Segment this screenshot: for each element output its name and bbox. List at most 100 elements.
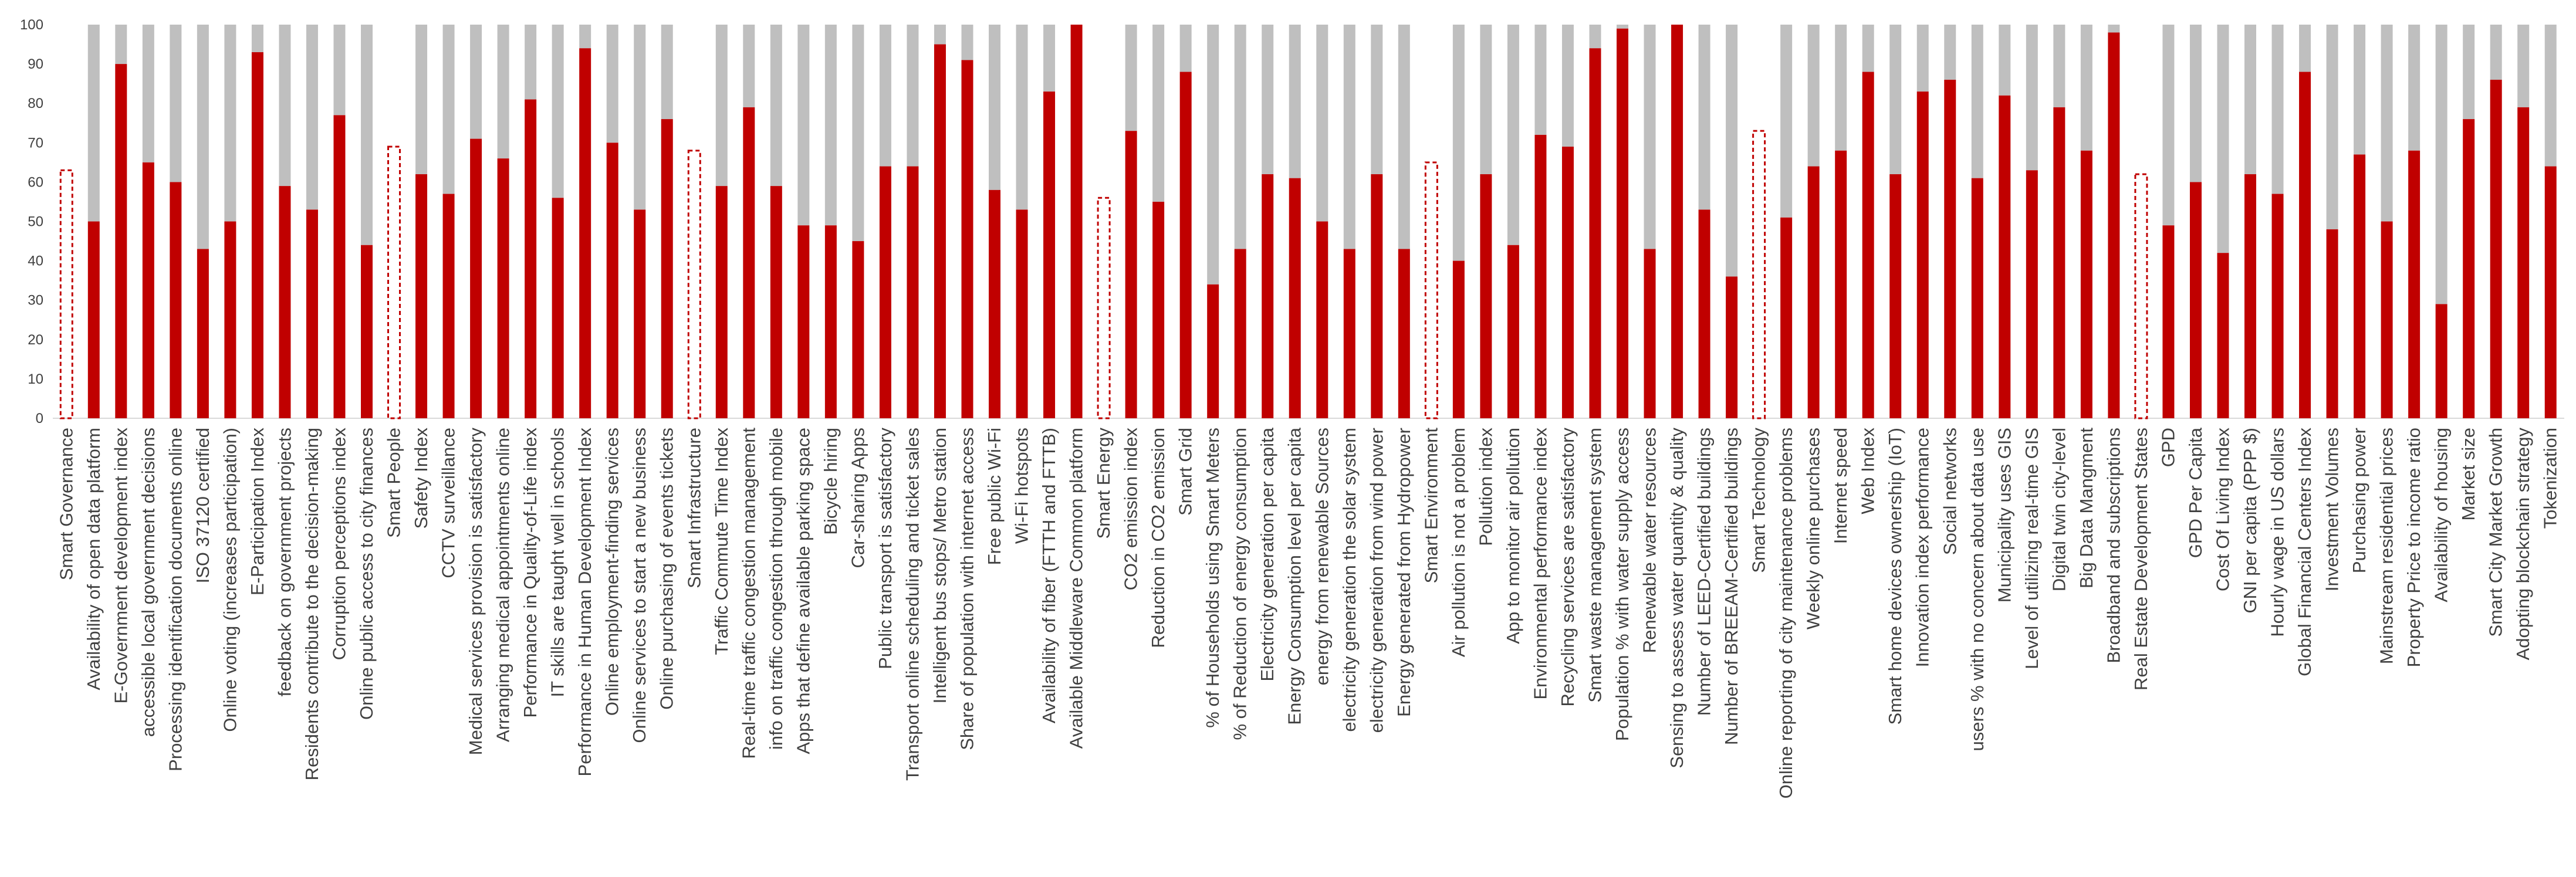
bar-value <box>1452 260 1465 418</box>
bar-value <box>2517 107 2530 418</box>
bar-value <box>552 198 564 418</box>
bar-remainder <box>1561 25 1574 147</box>
x-tick-label: Medical services provision is satisfacto… <box>465 428 486 756</box>
bar-value <box>1726 276 1738 418</box>
bar-remainder <box>279 25 291 187</box>
bars <box>59 25 2557 419</box>
x-tick-label: Mainstream residential prices <box>2376 428 2397 664</box>
bar-value <box>1371 174 1383 418</box>
bar-remainder <box>2490 25 2502 80</box>
bar-remainder <box>2299 25 2311 72</box>
x-tick-label: Air pollution is not a problem <box>1448 428 1469 657</box>
x-tick-label: Online purchasing of events tickets <box>657 428 677 710</box>
category-total-bar <box>387 145 401 419</box>
bar-remainder <box>743 25 755 107</box>
y-tick-label: 90 <box>28 56 43 72</box>
bar-value <box>415 174 428 418</box>
bar-remainder <box>2108 25 2120 33</box>
bar-remainder <box>2053 25 2065 107</box>
bar-remainder <box>1835 25 1847 151</box>
bar-remainder <box>1780 25 1793 218</box>
bar-value <box>1343 249 1355 418</box>
x-tick-label: ISO 37120 certified <box>192 428 213 583</box>
bar-remainder <box>2354 25 2366 155</box>
x-tick-label: info on traffic congestion through mobil… <box>766 428 786 750</box>
bar-value <box>1289 178 1301 418</box>
bar-value <box>2544 166 2557 418</box>
bar-value <box>2326 229 2338 418</box>
bar-remainder <box>770 25 782 187</box>
x-tick-label: CCTV surveillance <box>438 428 459 578</box>
x-tick-label: Public transport is satisfactory <box>875 428 895 669</box>
bar-remainder <box>879 25 891 167</box>
bar-remainder <box>1371 25 1383 174</box>
bar-remainder <box>333 25 346 116</box>
bar-remainder <box>197 25 209 249</box>
bar-remainder <box>1617 25 1628 29</box>
category-total-bar <box>2134 173 2148 419</box>
bar-value <box>333 115 346 418</box>
x-tick-label: Level of utilizing real-time GIS <box>2021 428 2042 669</box>
bar-value <box>2435 304 2447 418</box>
category-total-bar <box>687 150 701 419</box>
category-group-label: Smart Infrastructure <box>684 428 704 588</box>
bar-remainder <box>634 25 646 210</box>
bar-value <box>1807 166 1820 418</box>
bar-remainder <box>1125 25 1137 131</box>
x-tick-label: Safety Index <box>411 428 431 529</box>
y-tick-label: 100 <box>20 17 43 33</box>
x-tick-label: Transport online scheduling and ticket s… <box>902 428 922 781</box>
bar-value <box>279 186 291 418</box>
bar-value <box>1234 249 1246 418</box>
bar-remainder <box>2217 25 2229 253</box>
category-total-bar <box>1752 130 1766 419</box>
x-tick-label: Web Index <box>1858 428 1878 514</box>
bar-remainder <box>251 25 263 52</box>
bar-value <box>2381 221 2393 418</box>
x-tick-label: App to monitor air pollution <box>1503 428 1523 644</box>
x-tick-label: accessible local government decisions <box>138 428 158 737</box>
x-tick-label: Online services to start a new business <box>629 428 650 743</box>
bar-value <box>2408 150 2421 418</box>
bar-remainder <box>961 25 973 60</box>
bar-remainder <box>1916 25 1929 92</box>
bar-remainder <box>115 25 127 65</box>
x-tick-label: IT skills are taught well in schools <box>547 428 568 697</box>
bar-value <box>1644 249 1656 418</box>
bar-value <box>1999 95 2011 418</box>
bar-remainder <box>1234 25 1246 249</box>
bar-remainder <box>2189 25 2202 182</box>
bar-value <box>797 225 810 418</box>
x-tick-label: Real-time traffic congestion management <box>738 428 759 759</box>
x-tick-label: % of Households using Smart Meters <box>1202 428 1223 728</box>
x-tick-label: GPD Per Capita <box>2185 427 2206 558</box>
x-tick-label: Digital twin city-level <box>2048 428 2069 591</box>
y-tick-label: 20 <box>28 332 43 348</box>
bar-value <box>497 158 509 418</box>
x-tick-label: Sensing to assess water quantity & quali… <box>1666 428 1687 768</box>
bar-remainder <box>934 25 946 45</box>
bar-value <box>579 48 591 418</box>
bar-remainder <box>824 25 837 226</box>
bar-value <box>2108 32 2120 419</box>
x-tick-label: Weekly online purchases <box>1803 428 1824 629</box>
x-tick-label: Smart waste management system <box>1584 428 1605 703</box>
bar-remainder <box>142 25 154 162</box>
category-total-bar <box>1424 161 1438 419</box>
x-tick-label: Adopting blockchain strategy <box>2513 428 2533 661</box>
bar-remainder <box>87 25 100 222</box>
x-tick-label: Innovation index performance <box>1912 428 1933 667</box>
x-tick-label: Online public access to city finances <box>356 428 377 720</box>
x-tick-label: Global Financial Centers Index <box>2294 428 2315 676</box>
bar-value <box>1152 201 1165 418</box>
x-tick-label: Internet speed <box>1830 428 1851 544</box>
x-tick-label: Big Data Mangment <box>2076 428 2097 588</box>
bar-remainder <box>470 25 482 139</box>
bar-value <box>224 221 236 418</box>
bar-value <box>1398 249 1410 418</box>
x-tick-label: Apps that define available parking space <box>793 428 813 754</box>
bar-value <box>907 166 919 418</box>
y-tick-label: 60 <box>28 174 43 190</box>
